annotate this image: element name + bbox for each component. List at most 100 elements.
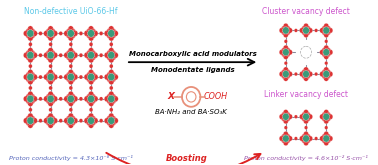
Circle shape (287, 69, 290, 73)
Circle shape (66, 34, 70, 38)
Circle shape (48, 91, 53, 97)
Circle shape (324, 110, 329, 115)
Circle shape (302, 139, 305, 143)
Circle shape (68, 122, 74, 128)
Circle shape (43, 118, 49, 124)
Circle shape (48, 122, 53, 128)
Circle shape (108, 91, 114, 97)
Circle shape (48, 57, 53, 63)
Circle shape (27, 73, 34, 81)
Circle shape (69, 42, 73, 46)
Circle shape (49, 108, 53, 112)
Circle shape (287, 71, 293, 77)
Circle shape (112, 121, 116, 126)
Circle shape (31, 29, 35, 33)
Circle shape (84, 74, 90, 80)
Circle shape (88, 122, 94, 128)
Circle shape (72, 96, 78, 102)
Circle shape (26, 72, 30, 76)
Circle shape (328, 28, 333, 33)
Circle shape (327, 53, 330, 57)
Circle shape (68, 48, 74, 54)
Circle shape (107, 72, 111, 76)
Circle shape (282, 135, 289, 142)
Circle shape (282, 139, 285, 143)
Circle shape (302, 31, 305, 35)
Circle shape (113, 96, 118, 102)
Circle shape (282, 31, 285, 35)
Circle shape (52, 96, 57, 102)
Circle shape (31, 116, 35, 120)
Circle shape (108, 57, 114, 63)
Circle shape (89, 64, 93, 68)
Text: Non-defective UiO-66-Hf: Non-defective UiO-66-Hf (24, 7, 118, 16)
Circle shape (23, 52, 29, 58)
Circle shape (48, 26, 53, 32)
Circle shape (327, 117, 330, 121)
Circle shape (108, 122, 114, 128)
Circle shape (113, 52, 118, 58)
Circle shape (71, 56, 75, 60)
Circle shape (287, 26, 290, 30)
Circle shape (314, 29, 318, 32)
Circle shape (108, 79, 114, 85)
Circle shape (79, 119, 83, 123)
Circle shape (107, 78, 111, 82)
Circle shape (31, 121, 35, 126)
Circle shape (282, 75, 285, 79)
Circle shape (87, 121, 90, 126)
Circle shape (299, 28, 305, 33)
Circle shape (84, 52, 90, 58)
Circle shape (109, 108, 113, 112)
Circle shape (104, 30, 110, 36)
Circle shape (87, 78, 90, 82)
Circle shape (46, 94, 50, 98)
Circle shape (283, 23, 288, 29)
Circle shape (93, 52, 98, 58)
Circle shape (87, 29, 90, 33)
Circle shape (287, 139, 290, 143)
Circle shape (46, 72, 50, 76)
Circle shape (72, 52, 78, 58)
Circle shape (39, 53, 42, 57)
Circle shape (39, 75, 42, 79)
Circle shape (84, 30, 90, 36)
Circle shape (68, 35, 74, 41)
Circle shape (327, 69, 330, 73)
Circle shape (112, 99, 116, 104)
Circle shape (282, 48, 285, 51)
Circle shape (89, 86, 93, 90)
Circle shape (107, 116, 111, 120)
Circle shape (31, 94, 35, 98)
Circle shape (31, 34, 35, 38)
Circle shape (66, 72, 70, 76)
Circle shape (23, 30, 29, 36)
Circle shape (284, 61, 287, 65)
Circle shape (327, 112, 330, 116)
Circle shape (51, 29, 55, 33)
Circle shape (88, 113, 94, 119)
Circle shape (93, 74, 98, 80)
Circle shape (32, 30, 37, 36)
Circle shape (31, 50, 35, 54)
Circle shape (299, 136, 305, 141)
Circle shape (52, 30, 57, 36)
Circle shape (89, 42, 93, 46)
Circle shape (66, 94, 70, 98)
Circle shape (322, 48, 325, 51)
Circle shape (32, 52, 37, 58)
Circle shape (71, 72, 75, 76)
Circle shape (282, 53, 285, 57)
Circle shape (327, 26, 330, 30)
Circle shape (28, 91, 33, 97)
Circle shape (64, 30, 69, 36)
Circle shape (287, 31, 290, 35)
Circle shape (51, 99, 55, 104)
Circle shape (320, 28, 325, 33)
Circle shape (299, 71, 305, 77)
Circle shape (39, 97, 42, 101)
Circle shape (307, 112, 310, 116)
Circle shape (322, 112, 325, 116)
Circle shape (64, 74, 69, 80)
Circle shape (112, 72, 116, 76)
